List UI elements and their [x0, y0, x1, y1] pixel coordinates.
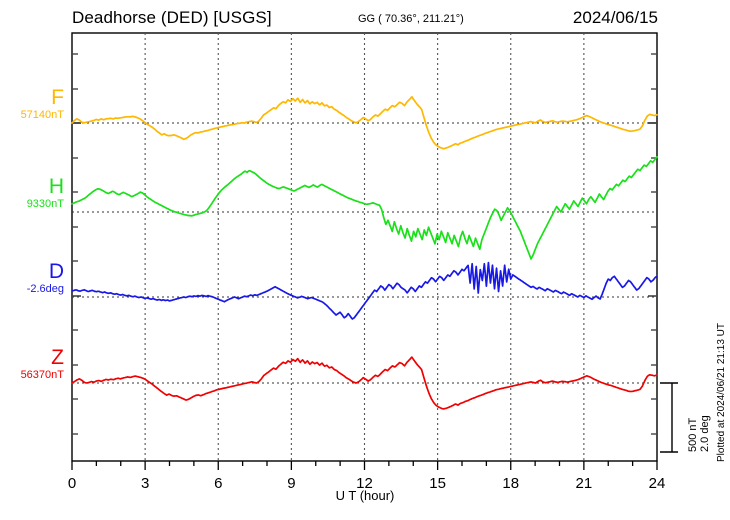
- trace-h: [71, 155, 658, 260]
- component-baseline-d: -2.6deg: [26, 283, 64, 296]
- scalebar-nt: 500 nT: [687, 417, 699, 452]
- component-symbol-d: D: [48, 260, 64, 283]
- component-baseline-z: 56370nT: [20, 369, 64, 382]
- x-axis-tick-label: 15: [429, 475, 446, 492]
- scalebar-caption: 500 nT 2.0 deg: [687, 415, 711, 452]
- station-title: Deadhorse (DED) [USGS]: [72, 8, 272, 27]
- component-label-f: F 57140nT: [20, 86, 64, 122]
- component-label-z: Z 56370nT: [20, 346, 64, 382]
- scalebar-deg: 2.0 deg: [698, 415, 711, 452]
- x-axis-tick-label: 24: [649, 475, 666, 492]
- x-axis-tick-label: 21: [576, 475, 593, 492]
- x-axis-tick-label: 9: [287, 475, 295, 492]
- plotted-timestamp: Plotted at 2024/06/21 21:13 UT: [716, 323, 727, 462]
- x-axis-tick-label: 18: [502, 475, 519, 492]
- plot-date: 2024/06/15: [572, 8, 658, 27]
- component-label-d: D -2.6deg: [26, 260, 64, 296]
- trace-d: [71, 261, 658, 320]
- component-symbol-z: Z: [51, 346, 64, 369]
- component-baseline-h: 9330nT: [26, 198, 64, 211]
- x-axis-tick-label: 0: [68, 475, 76, 492]
- x-axis-title: U T (hour): [335, 488, 395, 503]
- component-symbol-h: H: [48, 175, 64, 198]
- trace-z: [71, 356, 658, 410]
- x-axis-tick-label: 12: [356, 475, 373, 492]
- x-axis-tick-label: 6: [214, 475, 222, 492]
- geographic-coordinates: GG ( 70.36°, 211.21°): [358, 13, 464, 25]
- component-label-h: H 9330nT: [26, 175, 64, 211]
- x-axis-tick-label: 3: [141, 475, 149, 492]
- component-symbol-f: F: [51, 86, 64, 109]
- plot-frame: [71, 32, 658, 462]
- trace-f: [71, 95, 658, 150]
- component-baseline-f: 57140nT: [20, 109, 64, 122]
